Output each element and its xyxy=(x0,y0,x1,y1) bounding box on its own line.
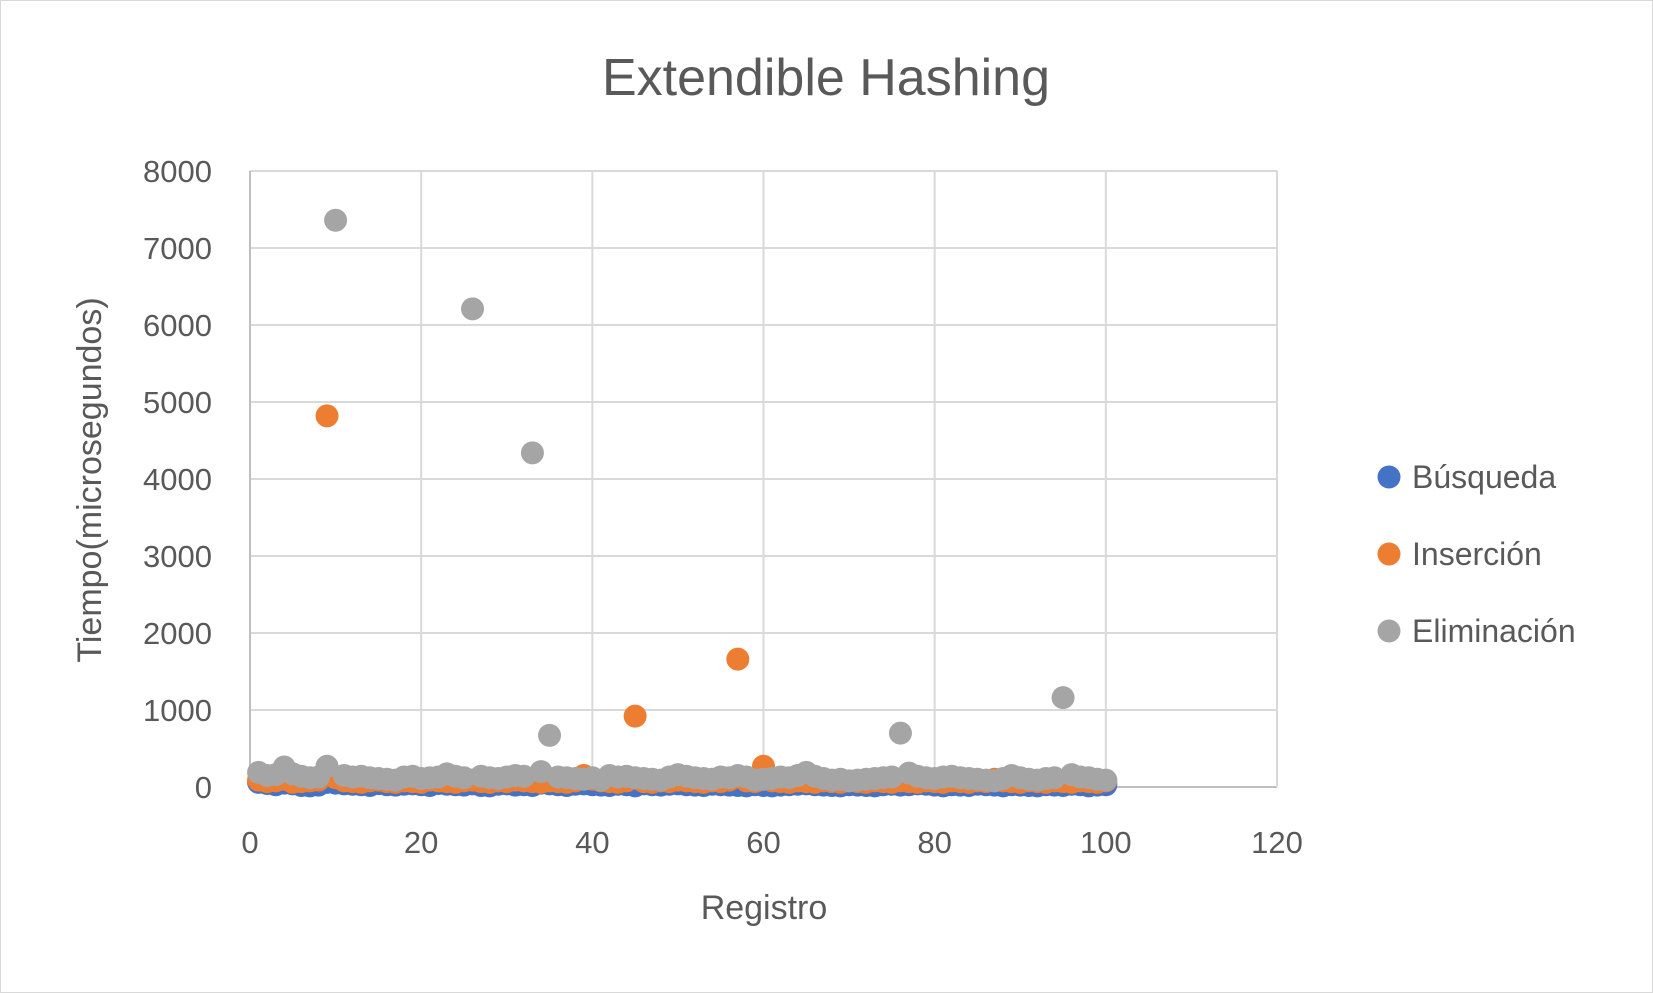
data-point xyxy=(1051,686,1075,710)
x-tick-label: 40 xyxy=(575,825,609,860)
x-axis-title: Registro xyxy=(701,889,828,927)
chart-title: Extendible Hashing xyxy=(602,49,1050,107)
data-point xyxy=(315,404,339,428)
gridlines xyxy=(249,170,1278,788)
data-point xyxy=(1042,766,1066,790)
x-tick-label: 120 xyxy=(1251,825,1303,860)
x-tick-label: 20 xyxy=(404,825,438,860)
series-3-points xyxy=(247,208,1118,793)
legend-label: Búsqueda xyxy=(1412,459,1556,495)
y-tick-label: 6000 xyxy=(143,308,212,343)
data-point xyxy=(452,766,476,790)
data-point xyxy=(324,208,348,232)
legend-label: Eliminación xyxy=(1412,613,1576,649)
data-point xyxy=(623,704,647,728)
data-point xyxy=(461,297,485,321)
data-point xyxy=(520,441,544,465)
legend-marker xyxy=(1377,542,1401,566)
y-axis-ticks: 0 1000 2000 3000 4000 5000 6000 7000 8000 xyxy=(143,154,212,805)
x-tick-label: 60 xyxy=(746,825,780,860)
y-tick-label: 3000 xyxy=(143,539,212,574)
legend-label: Inserción xyxy=(1412,536,1542,572)
y-tick-label: 2000 xyxy=(143,616,212,651)
y-axis-title: Tiempo(microsegundos) xyxy=(71,297,109,662)
y-tick-label: 5000 xyxy=(143,385,212,420)
data-point xyxy=(726,647,750,671)
data-point xyxy=(880,765,904,789)
x-axis-ticks: 0 20 40 60 80 100 120 xyxy=(241,825,1302,860)
y-tick-label: 4000 xyxy=(143,462,212,497)
data-points xyxy=(247,208,1118,798)
legend-marker xyxy=(1377,619,1401,643)
data-point xyxy=(538,723,562,747)
y-tick-label: 0 xyxy=(195,770,212,805)
y-tick-label: 8000 xyxy=(143,154,212,189)
x-tick-label: 100 xyxy=(1080,825,1132,860)
legend-marker xyxy=(1377,465,1401,489)
legend: Búsqueda Inserción Eliminación xyxy=(1377,459,1576,649)
series-2-points xyxy=(247,404,1118,794)
data-point xyxy=(1094,768,1118,792)
data-point xyxy=(315,754,339,778)
x-tick-label: 80 xyxy=(917,825,951,860)
x-tick-label: 0 xyxy=(241,825,258,860)
data-point xyxy=(888,721,912,745)
y-tick-label: 7000 xyxy=(143,231,212,266)
y-tick-label: 1000 xyxy=(143,693,212,728)
